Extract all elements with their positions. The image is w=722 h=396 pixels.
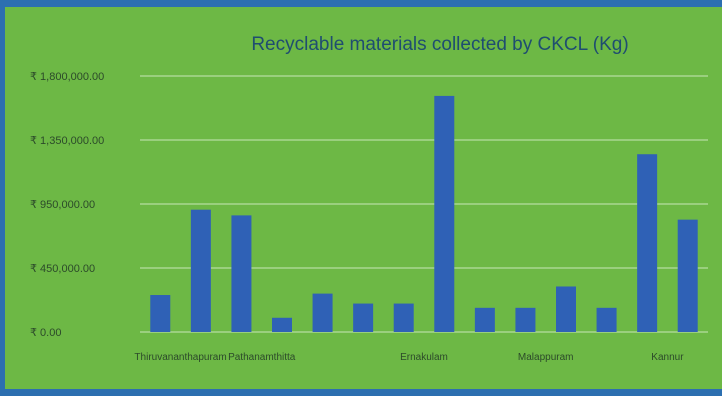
x-tick-label: Thiruvananthapuram xyxy=(134,352,226,363)
bar xyxy=(434,95,455,333)
bar xyxy=(393,303,414,332)
y-tick-label: ₹ 450,000.00 xyxy=(30,263,95,275)
y-tick-label: ₹ 0.00 xyxy=(30,327,61,339)
x-tick-label: Pathanamthitta xyxy=(228,352,296,363)
bar xyxy=(677,219,698,332)
y-tick-label: ₹ 1,350,000.00 xyxy=(30,135,104,147)
bar xyxy=(312,293,333,332)
bar xyxy=(150,295,171,332)
bar xyxy=(353,303,374,332)
x-axis-tick-labels: Thiruvananthapuram Pathanamthitta Ernakula… xyxy=(134,352,684,363)
chart-title: Recyclable materials collected by CKCL (… xyxy=(251,34,628,55)
y-axis-tick-labels: ₹ 1,800,000.00 ₹ 1,350,000.00 ₹ 950,000.00… xyxy=(30,71,104,339)
bar xyxy=(190,209,211,332)
bars xyxy=(150,95,698,333)
bar xyxy=(596,307,617,332)
bar xyxy=(515,307,536,332)
x-tick-label: Ernakulam xyxy=(400,352,448,363)
bar xyxy=(474,307,495,332)
y-tick-label: ₹ 950,000.00 xyxy=(30,199,95,211)
x-tick-label: Malappuram xyxy=(518,352,574,363)
gridlines xyxy=(140,75,708,333)
x-tick-label: Kannur xyxy=(651,352,684,363)
bar xyxy=(231,215,252,332)
y-tick-label: ₹ 1,800,000.00 xyxy=(30,71,104,83)
bar xyxy=(556,286,576,332)
bar xyxy=(272,317,292,332)
bar xyxy=(637,154,658,332)
